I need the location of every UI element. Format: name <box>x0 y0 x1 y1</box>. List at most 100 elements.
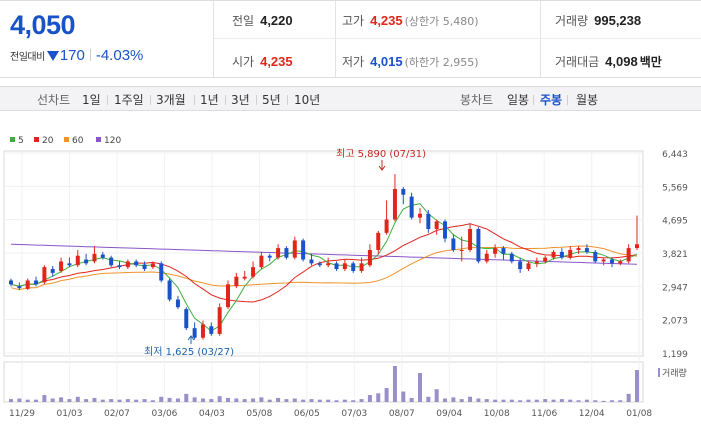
candle-body <box>175 299 180 308</box>
volume-bar <box>192 397 197 402</box>
volume-bar <box>476 398 481 402</box>
y-tick-label: 6,443 <box>662 150 688 160</box>
divider <box>256 95 257 105</box>
candle-body <box>409 196 414 218</box>
candle-body <box>334 263 339 270</box>
volume-bar <box>175 398 180 402</box>
period-3m[interactable]: 3개월 <box>156 93 186 107</box>
candle-monthly[interactable]: 월봉 <box>576 93 599 107</box>
y-tick-label: 2,073 <box>662 317 688 327</box>
ma20-line <box>10 223 638 303</box>
candle-chart-label[interactable]: 봉차트 <box>460 93 494 107</box>
candle-body <box>593 251 598 262</box>
volume-bar <box>518 400 523 402</box>
candle-body <box>92 253 97 262</box>
x-tick-label: 12/04 <box>579 409 605 419</box>
x-tick-label: 10/08 <box>484 409 510 419</box>
low-annotation-text: 최저 1,625 (03/27) <box>144 346 234 358</box>
volume-bar <box>317 399 322 402</box>
prev-close-label: 전일 <box>232 14 255 28</box>
candle-body <box>384 219 389 233</box>
candle-body <box>484 253 489 262</box>
candle-body <box>209 326 214 334</box>
x-tick-label: 09/04 <box>436 409 462 419</box>
down-triangle-icon <box>46 51 59 61</box>
price-change: 전일대비 170 -4.03% <box>10 47 143 64</box>
volume-bar <box>568 399 573 402</box>
volume-bar <box>576 400 581 402</box>
period-1w[interactable]: 1주일 <box>114 93 144 107</box>
ma120-line <box>10 243 638 265</box>
chart-toolbar: 선차트 1일 1주일 3개월 1년 3년 5년 10년 봉차트 일봉 주봉 월봉 <box>0 86 701 111</box>
legend-ma5: 5 <box>18 136 24 146</box>
candle-body <box>342 263 347 270</box>
candle-body <box>150 263 155 268</box>
volume-bar <box>217 396 222 402</box>
volume-bar <box>468 396 473 402</box>
candle-body <box>351 263 356 271</box>
candle-body <box>200 324 205 338</box>
open-price: 시가 4,235 <box>232 53 293 70</box>
volume-bar <box>200 398 205 402</box>
prev-close: 전일 4,220 <box>232 12 293 29</box>
period-1d[interactable]: 1일 <box>82 93 101 107</box>
x-tick-label: 02/07 <box>104 409 130 419</box>
period-1y[interactable]: 1년 <box>200 93 219 107</box>
high-annotation-text: 최고 5,890 (07/31) <box>336 148 426 160</box>
current-price: 4,050 <box>10 10 76 40</box>
divider <box>214 38 701 39</box>
trade-amount: 거래대금 4,098 백만 <box>555 53 662 70</box>
candle-body <box>84 259 89 264</box>
candle-body <box>609 259 614 264</box>
volume-bar <box>601 400 606 402</box>
candle-body <box>443 221 448 239</box>
candle-daily[interactable]: 일봉 <box>507 93 530 107</box>
x-tick-label: 01/08 <box>626 409 652 419</box>
period-5y[interactable]: 5년 <box>262 93 281 107</box>
candle-body <box>417 213 422 218</box>
candle-body <box>459 249 464 251</box>
candle-body <box>618 261 623 264</box>
volume-bar <box>392 366 397 402</box>
candle-body <box>50 269 55 273</box>
volume-bar <box>209 399 214 402</box>
amount-value: 4,098 <box>605 54 638 69</box>
volume-plot-frame <box>3 361 644 403</box>
legend-swatch-ma60 <box>64 137 69 142</box>
divider <box>540 1 541 78</box>
volume-bar <box>125 399 130 402</box>
volume-bar <box>284 399 289 402</box>
lower-limit: (하한가 2,955) <box>404 56 479 69</box>
volume-legend-swatch <box>658 368 660 377</box>
divider <box>194 95 195 105</box>
volume-bar <box>509 399 514 402</box>
volume-bar <box>134 399 139 402</box>
line-chart-label[interactable]: 선차트 <box>37 93 71 107</box>
candle-body <box>192 328 197 338</box>
candle-body <box>292 240 297 258</box>
low-annotation: 최저 1,625 (03/27) <box>144 335 234 358</box>
divider <box>287 95 288 105</box>
volume-bar <box>142 399 147 402</box>
candle-weekly[interactable]: 주봉 <box>540 93 563 107</box>
period-10y[interactable]: 10년 <box>294 93 321 107</box>
candle-body <box>376 232 381 250</box>
volume-bar <box>618 400 623 402</box>
volume-bar <box>443 398 448 402</box>
candle-body <box>117 265 122 268</box>
volume-bar <box>409 397 414 402</box>
x-tick-label: 01/03 <box>57 409 83 419</box>
candle-body <box>509 253 514 262</box>
open-value: 4,235 <box>260 54 293 69</box>
volume-bar <box>75 396 80 402</box>
candle-body <box>25 280 30 289</box>
volume-bar <box>59 397 64 402</box>
volume-bar <box>117 399 122 402</box>
candle-body <box>476 229 481 262</box>
volume-bar <box>401 391 406 402</box>
candle-body <box>451 238 456 250</box>
volume-bar <box>434 389 439 402</box>
period-3y[interactable]: 3년 <box>231 93 250 107</box>
volume-bar <box>226 397 231 402</box>
candle-body <box>584 248 589 252</box>
